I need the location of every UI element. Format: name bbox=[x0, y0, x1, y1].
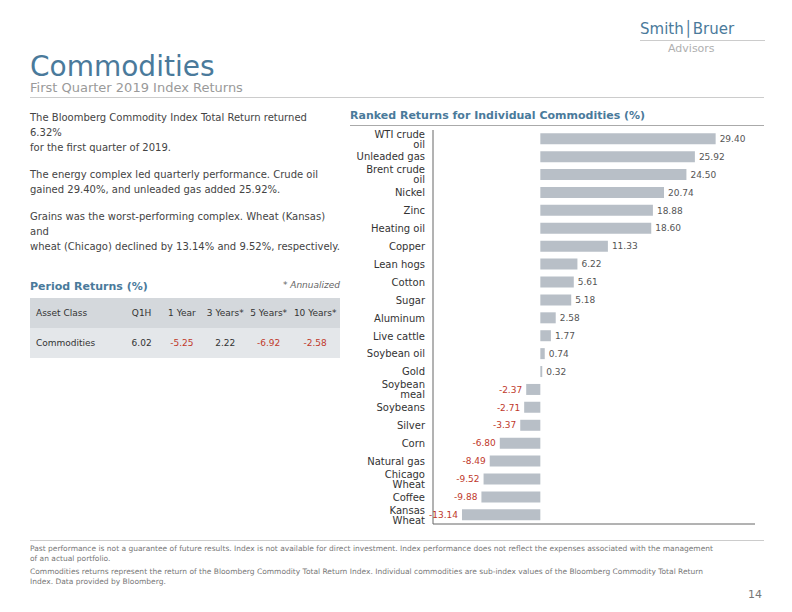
html-text:Advisors: Advisors bbox=[668, 42, 715, 55]
html-text:2.22: 2.22 bbox=[215, 338, 236, 348]
svg-text:Aluminum: Aluminum bbox=[374, 313, 425, 324]
html-text:Past performance is not a guar: Past performance is not a guarantee of f… bbox=[30, 544, 713, 563]
svg-text:Corn: Corn bbox=[402, 438, 425, 449]
svg-text:-2.37: -2.37 bbox=[499, 385, 522, 395]
html-text:1 Year: 1 Year bbox=[168, 308, 196, 318]
svg-text:-3.37: -3.37 bbox=[493, 420, 516, 430]
html-text:6.02: 6.02 bbox=[131, 338, 152, 348]
svg-text:20.74: 20.74 bbox=[668, 188, 694, 198]
html-text:Grains was the worst-performin: Grains was the worst-performing complex.… bbox=[30, 211, 340, 252]
html-text:Commodities: Commodities bbox=[30, 50, 215, 83]
html-text:-6.92: -6.92 bbox=[257, 338, 281, 348]
html-text:14: 14 bbox=[748, 588, 762, 601]
html-text:Ranked Returns for Individual: Ranked Returns for Individual Commoditie… bbox=[350, 109, 646, 122]
svg-text:-6.80: -6.80 bbox=[472, 438, 496, 448]
svg-text:KansasWheat: KansasWheat bbox=[390, 505, 425, 526]
svg-text:29.40: 29.40 bbox=[720, 134, 746, 144]
svg-text:ChicagoWheat: ChicagoWheat bbox=[385, 469, 425, 490]
html-text:10 Years*: 10 Years* bbox=[293, 308, 337, 318]
html-text:Q1H: Q1H bbox=[131, 308, 152, 318]
html-text:The Bloomberg Commodity Index: The Bloomberg Commodity Index Total Retu… bbox=[30, 112, 307, 153]
svg-text:5.61: 5.61 bbox=[578, 277, 598, 287]
html-text:3 Years*: 3 Years* bbox=[206, 308, 244, 318]
svg-text:Zinc: Zinc bbox=[404, 205, 425, 216]
svg-text:Coffee: Coffee bbox=[393, 492, 425, 503]
svg-text:6.22: 6.22 bbox=[581, 259, 601, 269]
html-text:First Quarter 2019 Index Retur: First Quarter 2019 Index Returns bbox=[30, 80, 243, 95]
svg-text:0.74: 0.74 bbox=[549, 349, 569, 359]
svg-text:Soybean oil: Soybean oil bbox=[367, 348, 425, 359]
html-text:-5.25: -5.25 bbox=[170, 338, 194, 348]
svg-text:Sugar: Sugar bbox=[396, 295, 426, 306]
svg-text:-9.88: -9.88 bbox=[454, 492, 478, 502]
svg-text:Live cattle: Live cattle bbox=[373, 331, 425, 342]
html-text:Commodities: Commodities bbox=[36, 338, 96, 348]
svg-text:18.88: 18.88 bbox=[657, 206, 683, 216]
html-text:-2.58: -2.58 bbox=[303, 338, 327, 348]
svg-text:Unleaded gas: Unleaded gas bbox=[357, 151, 425, 162]
svg-text:-8.49: -8.49 bbox=[462, 456, 486, 466]
svg-text:Nickel: Nickel bbox=[395, 187, 425, 198]
svg-text:Soybeanmeal: Soybeanmeal bbox=[382, 379, 425, 400]
svg-text:-2.71: -2.71 bbox=[497, 403, 520, 413]
svg-text:11.33: 11.33 bbox=[612, 241, 638, 251]
svg-text:25.92: 25.92 bbox=[699, 152, 725, 162]
svg-text:Copper: Copper bbox=[389, 241, 426, 252]
html-text:Smith│Bruer: Smith│Bruer bbox=[640, 20, 735, 38]
html-text:5 Years*: 5 Years* bbox=[250, 308, 288, 318]
svg-text:Soybeans: Soybeans bbox=[376, 402, 425, 413]
html-text:* Annualized: * Annualized bbox=[282, 280, 340, 290]
html-text:Period Returns (%): Period Returns (%) bbox=[30, 280, 148, 293]
svg-text:Gold: Gold bbox=[402, 366, 425, 377]
svg-text:0.32: 0.32 bbox=[546, 367, 566, 377]
svg-text:WTI crudeoil: WTI crudeoil bbox=[374, 129, 425, 150]
svg-text:5.18: 5.18 bbox=[575, 295, 595, 305]
html-text:Asset Class: Asset Class bbox=[36, 308, 88, 318]
svg-text:2.58: 2.58 bbox=[560, 313, 580, 323]
html-text:The energy complex led quarter: The energy complex led quarterly perform… bbox=[30, 169, 318, 195]
svg-text:18.60: 18.60 bbox=[655, 223, 681, 233]
html-text:Commodities returns represent: Commodities returns represent the return… bbox=[30, 567, 703, 586]
svg-text:Silver: Silver bbox=[397, 420, 426, 431]
svg-text:Cotton: Cotton bbox=[392, 277, 425, 288]
svg-text:-13.14: -13.14 bbox=[429, 510, 458, 520]
svg-text:24.50: 24.50 bbox=[690, 170, 716, 180]
svg-text:Lean hogs: Lean hogs bbox=[374, 259, 425, 270]
svg-text:-9.52: -9.52 bbox=[456, 474, 479, 484]
svg-text:Natural gas: Natural gas bbox=[367, 456, 425, 467]
svg-text:Brent crudeoil: Brent crudeoil bbox=[366, 164, 425, 185]
svg-text:Heating oil: Heating oil bbox=[371, 223, 425, 234]
svg-text:1.77: 1.77 bbox=[555, 331, 575, 341]
